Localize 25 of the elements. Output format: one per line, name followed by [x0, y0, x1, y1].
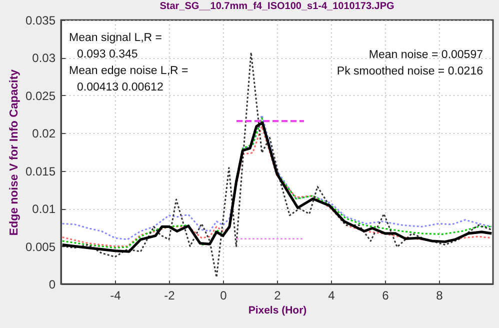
y-tick-label: 0.035 [25, 14, 56, 28]
x-tick-label: -4 [110, 288, 122, 302]
x-axis-title: Pixels (Hor) [248, 304, 307, 316]
y-tick-label: 0.01 [32, 202, 56, 216]
annotation: 0.093 0.345 [77, 48, 138, 60]
chart-title: Star_SG__10.7mm_f4_ISO100_s1-4_1010173.JPG [160, 1, 395, 12]
y-tick-label: 0 [48, 278, 56, 292]
annotation: Mean noise = 0.00597 [368, 49, 483, 61]
annotation: Mean edge noise L,R = [69, 65, 189, 77]
y-tick-label: 0.025 [25, 88, 56, 103]
y-tick-label: 0.015 [25, 164, 56, 178]
x-tick-label: 0 [220, 288, 228, 302]
annotation: 0.00413 0.00612 [77, 82, 164, 94]
annotation: Mean signal L,R = [69, 32, 162, 44]
line-series [62, 52, 492, 278]
x-tick-label: 8 [436, 288, 444, 302]
x-tick-label: 6 [382, 288, 390, 302]
x-tick-label: 2 [274, 288, 282, 302]
y-tick-label: 0.02 [32, 126, 56, 141]
x-tick-label: -2 [164, 288, 176, 302]
y-tick-label: 0.03 [32, 51, 56, 66]
y-axis-title: Edge noise V for Info Capacity [8, 68, 20, 236]
y-tick-label: 0.005 [25, 240, 56, 254]
x-tick-label: 4 [328, 288, 336, 302]
annotation: Pk smoothed noise = 0.0216 [336, 66, 483, 78]
